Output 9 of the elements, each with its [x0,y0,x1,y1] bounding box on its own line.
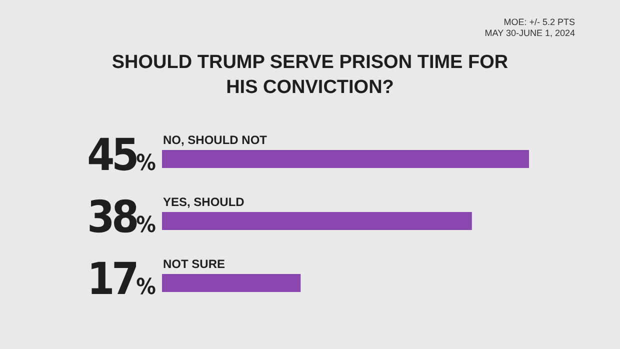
chart-title: SHOULD TRUMP SERVE PRISON TIME FOR HIS CONVICTION? [112,52,508,98]
data-label: 38% [87,192,156,243]
text: MAY 30-JUNE 1, 2024 [484,28,575,38]
data-label: 17% [87,254,156,305]
y-tick-label: NOT SURE [163,257,226,271]
y-tick-label: NO, SHOULD NOT [163,133,268,147]
text: MOE: +/- 5.2 PTS [504,17,575,27]
data-label: 45% [87,130,156,181]
y-tick-label: YES, SHOULD [163,195,245,209]
